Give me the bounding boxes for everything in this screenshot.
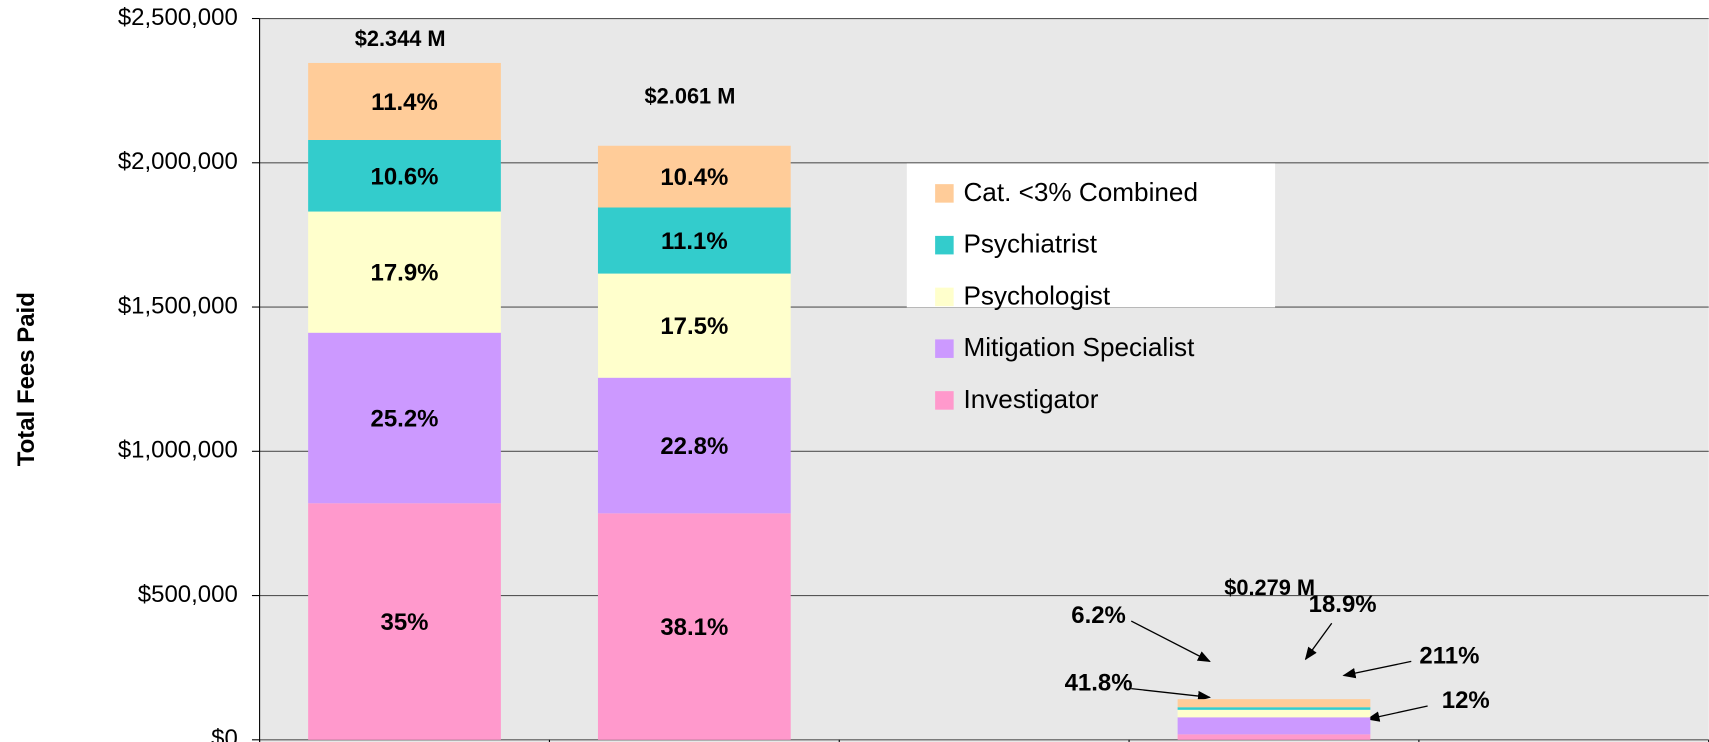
- segment-label: 22.8%: [660, 433, 728, 460]
- bar-segment: [308, 139, 501, 212]
- legend-label: Investigator: [963, 384, 1098, 414]
- segment-label: 10.6%: [371, 163, 439, 190]
- plot-area: [259, 18, 1709, 742]
- bar-segment: [308, 62, 501, 140]
- annotation-arrow: [1130, 620, 1211, 662]
- segment-label: 6.2%: [1071, 602, 1126, 629]
- bar-segment: [597, 145, 791, 208]
- bar-segment: [1177, 707, 1371, 710]
- bar-segment: [1177, 717, 1371, 735]
- bar-segment: [308, 211, 501, 333]
- y-tick-label: $2,000,000: [118, 148, 238, 175]
- total-label: $0.279 M: [1224, 575, 1315, 600]
- legend-label: Mitigation Specialist: [963, 332, 1195, 362]
- annotation-arrow: [1304, 622, 1333, 661]
- bar-segment: [308, 503, 501, 740]
- annotation-arrow: [1366, 705, 1428, 722]
- y-tick-label: $500,000: [138, 581, 238, 608]
- bar-segment: [1177, 699, 1371, 708]
- legend-swatch: [935, 287, 954, 307]
- legend-box: [906, 163, 1276, 308]
- total-label: $2.061 M: [645, 84, 736, 109]
- y-tick-label: $1,000,000: [118, 437, 238, 464]
- legend-label: Cat. <3% Combined: [963, 177, 1198, 207]
- segment-label: 38.1%: [660, 614, 728, 641]
- bar-segment: [1177, 709, 1371, 718]
- legend-swatch: [935, 391, 954, 410]
- segment-label: 11.4%: [371, 89, 438, 116]
- segment-label: 211%: [1419, 642, 1479, 669]
- legend-label: Psychiatrist: [963, 229, 1097, 259]
- bar-segment: [597, 513, 791, 740]
- bar-segment: [597, 377, 791, 514]
- bar-segment: [597, 273, 791, 378]
- legend-swatch: [935, 235, 954, 255]
- segment-label: 18.9%: [1309, 591, 1377, 618]
- segment-label: 12%: [1442, 687, 1490, 714]
- bar-segment: [308, 332, 501, 504]
- y-tick-label: $0: [211, 725, 238, 742]
- legend-swatch: [935, 339, 954, 358]
- y-tick-label: $1,500,000: [118, 292, 238, 319]
- segment-label: 10.4%: [660, 164, 728, 191]
- y-tick-label: $2,500,000: [118, 4, 238, 31]
- legend-swatch: [935, 184, 954, 203]
- segment-label: 35%: [381, 609, 429, 636]
- segment-label: 17.9%: [371, 260, 439, 287]
- legend: Cat. <3% Combined Psychiatrist Psychologis…: [906, 163, 1276, 414]
- segment-label: 11.1%: [661, 228, 728, 255]
- bar-segment: [1177, 734, 1371, 740]
- total-label: $2.344 M: [355, 26, 446, 51]
- annotation-arrow: [1131, 687, 1212, 702]
- segment-label: 17.5%: [660, 313, 728, 340]
- y-axis-title: Total Fees Paid: [13, 292, 40, 466]
- segment-label: 41.8%: [1065, 670, 1133, 697]
- annotation-arrow: [1342, 660, 1412, 679]
- segment-label: 25.2%: [371, 405, 439, 432]
- legend-label: Psychologist: [963, 280, 1110, 310]
- bar-segment: [597, 207, 791, 274]
